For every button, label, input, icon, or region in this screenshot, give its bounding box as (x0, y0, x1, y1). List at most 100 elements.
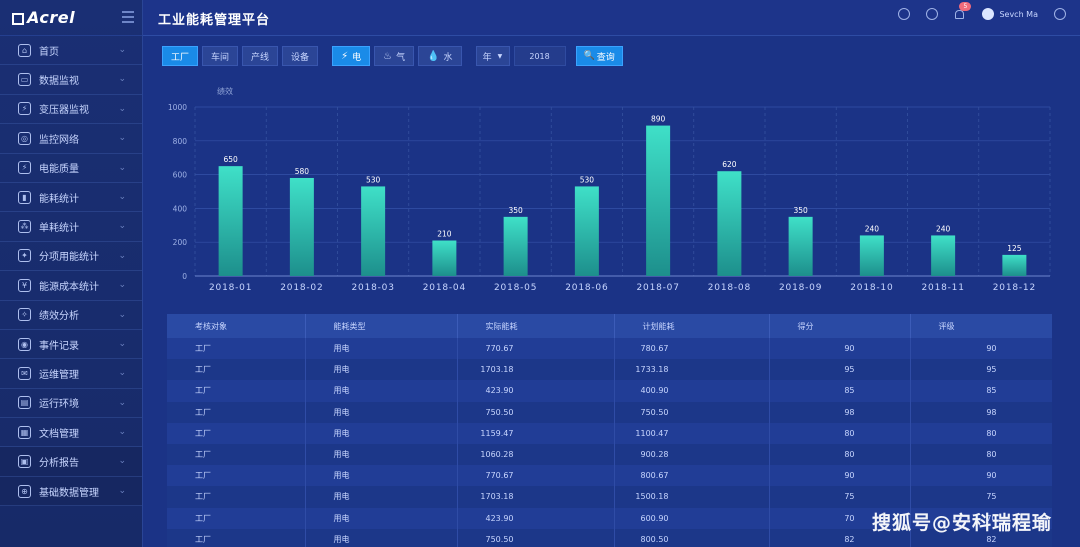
sidebar-item[interactable]: ¥ 能源成本统计 ⌄ (0, 271, 142, 301)
tab-electricity[interactable]: ⚡ 电 (332, 46, 371, 66)
tab-water-label: 水 (443, 52, 453, 63)
globe-icon[interactable] (1054, 8, 1066, 20)
table-cell: 用电 (305, 338, 458, 360)
table-row[interactable]: 工厂 用电 1060.28 900.28 80 80 (167, 443, 1052, 466)
table-cell: 400.90 (614, 380, 770, 402)
x-tick-label: 2018-08 (708, 283, 751, 293)
notification-badge: 5 (959, 2, 972, 11)
bell-icon[interactable]: 5 (954, 2, 972, 20)
sidebar-item-label: 事件记录 (39, 340, 79, 352)
maintenance-icon: ✉ (18, 366, 31, 380)
table-cell: 98 (769, 401, 911, 423)
x-tick-label: 2018-05 (494, 283, 537, 293)
database-icon: ⊕ (18, 484, 31, 498)
table-row[interactable]: 工厂 用电 1159.47 1100.47 80 80 (167, 422, 1052, 444)
sidebar-item[interactable]: ▤ 运行环境 ⌄ (0, 389, 142, 419)
column-header[interactable]: 考核对象 (167, 314, 306, 338)
table-cell: 800.50 (614, 528, 770, 547)
column-header[interactable]: 能耗类型 (305, 314, 458, 338)
sidebar-item[interactable]: ✉ 运维管理 ⌄ (0, 359, 142, 389)
column-header[interactable]: 计划能耗 (614, 314, 770, 338)
year-input[interactable]: 2018 (513, 46, 566, 66)
sidebar-item[interactable]: ⌂ 首页 ⌄ (0, 36, 142, 66)
sidebar-item[interactable]: ▣ 分析报告 ⌄ (0, 447, 142, 477)
sidebar-item-label: 数据监视 (39, 76, 79, 88)
sidebar-item[interactable]: ⁂ 单耗统计 ⌄ (0, 212, 142, 242)
x-tick-label: 2018-09 (779, 283, 822, 293)
bar (289, 177, 314, 276)
table-cell: 90 (769, 465, 911, 487)
table-cell: 900.28 (614, 443, 770, 466)
bar (574, 186, 599, 276)
x-tick-label: 2018-06 (565, 283, 608, 293)
table-cell: 90 (769, 338, 911, 360)
sidebar-item[interactable]: ▮ 能耗统计 ⌄ (0, 183, 142, 213)
watermark: 搜狐号@安科瑞程瑜 (871, 512, 1052, 534)
table-cell: 423.90 (457, 380, 615, 402)
sidebar-item[interactable]: ✦ 分项用能统计 ⌄ (0, 242, 142, 272)
y-tick-label: 1000 (168, 103, 187, 112)
x-tick-label: 2018-07 (637, 283, 680, 293)
bar-chart-icon: ▮ (18, 190, 31, 204)
table-cell: 75 (910, 486, 1052, 508)
table-cell: 工厂 (167, 507, 306, 529)
bar (432, 240, 457, 276)
chevron-down-icon: ⌄ (118, 133, 126, 144)
table-cell: 1703.18 (457, 359, 615, 381)
search-icon: 🔍 (583, 51, 595, 61)
performance-icon: ✧ (18, 308, 31, 322)
sidebar-item[interactable]: ▭ 数据监视 ⌄ (0, 65, 142, 95)
table-row[interactable]: 工厂 用电 750.50 800.50 82 82 (167, 528, 1052, 547)
table-cell: 90 (910, 465, 1052, 487)
table-row[interactable]: 工厂 用电 750.50 750.50 98 98 (167, 401, 1052, 423)
query-button[interactable]: 🔍 查询 (575, 46, 623, 66)
tab-gas[interactable]: ♨ 气 (374, 46, 415, 66)
column-header[interactable]: 得分 (769, 314, 911, 338)
page-title: 工业能耗管理平台 (158, 13, 271, 28)
column-header[interactable]: 评级 (910, 314, 1052, 338)
column-header[interactable]: 实际能耗 (457, 314, 615, 338)
tab-water[interactable]: 💧 水 (418, 46, 462, 66)
sidebar-item[interactable]: ◉ 事件记录 ⌄ (0, 330, 142, 360)
sidebar-item[interactable]: ✧ 绩效分析 ⌄ (0, 301, 142, 330)
chevron-down-icon: ⌄ (118, 221, 126, 232)
tab-factory[interactable]: 工厂 (162, 46, 199, 66)
table-cell: 用电 (305, 507, 458, 529)
table-cell: 750.50 (457, 401, 615, 423)
sidebar-item-label: 运行环境 (39, 399, 79, 411)
user-menu[interactable]: Sevch Ma (982, 8, 1038, 20)
sidebar-item[interactable]: ◎ 监控网络 ⌄ (0, 124, 142, 154)
sidebar-item[interactable]: ⊕ 基础数据管理 ⌄ (0, 476, 142, 507)
help-icon[interactable] (926, 8, 939, 20)
table-cell: 1733.18 (614, 359, 770, 381)
sidebar-item-label: 文档管理 (39, 428, 79, 440)
search-icon[interactable] (898, 8, 911, 20)
table-row[interactable]: 工厂 用电 423.90 600.90 70 70 (167, 507, 1052, 529)
table-cell: 工厂 (167, 443, 306, 466)
sidebar-item[interactable]: ▦ 文档管理 ⌄ (0, 418, 142, 448)
tab-production-line[interactable]: 产线 (242, 46, 279, 66)
bar (788, 216, 813, 276)
table-row[interactable]: 工厂 用电 423.90 400.90 85 85 (167, 380, 1052, 402)
bar (717, 171, 742, 276)
table-body: 工厂 用电 770.67 780.67 90 90 工厂 用电 1703.18 1733.18 95… (167, 338, 1052, 547)
table-row[interactable]: 工厂 用电 770.67 780.67 90 90 (167, 338, 1052, 360)
filter-bar: 工厂 车间 产线 设备 ⚡ 电 ♨ 气 💧 水 年 ▼ 2018 🔍 查询 (162, 46, 623, 66)
table-row[interactable]: 工厂 用电 1703.18 1500.18 75 75 (167, 486, 1052, 508)
table-row[interactable]: 工厂 用电 1703.18 1733.18 95 95 (167, 359, 1052, 381)
water-drop-icon: 💧 (427, 50, 440, 62)
tab-workshop[interactable]: 车间 (202, 46, 239, 66)
data-label: 240 (865, 224, 880, 233)
hamburger-menu-icon[interactable] (122, 11, 134, 23)
chevron-down-icon: ⌄ (118, 45, 126, 55)
period-select-value: 年 (482, 52, 492, 63)
sidebar-item[interactable]: ⚡ 电能质量 ⌄ (0, 154, 142, 183)
sidebar-item[interactable]: ⚡ 变压器监视 ⌄ (0, 95, 142, 125)
tab-equipment[interactable]: 设备 (282, 46, 319, 66)
caret-down-icon: ▼ (497, 52, 503, 60)
environment-icon: ▤ (18, 396, 31, 410)
period-select[interactable]: 年 ▼ (475, 46, 510, 66)
table-row[interactable]: 工厂 用电 770.67 800.67 90 90 (167, 465, 1052, 487)
table-cell: 600.90 (614, 507, 770, 529)
chevron-down-icon: ⌄ (118, 397, 126, 408)
